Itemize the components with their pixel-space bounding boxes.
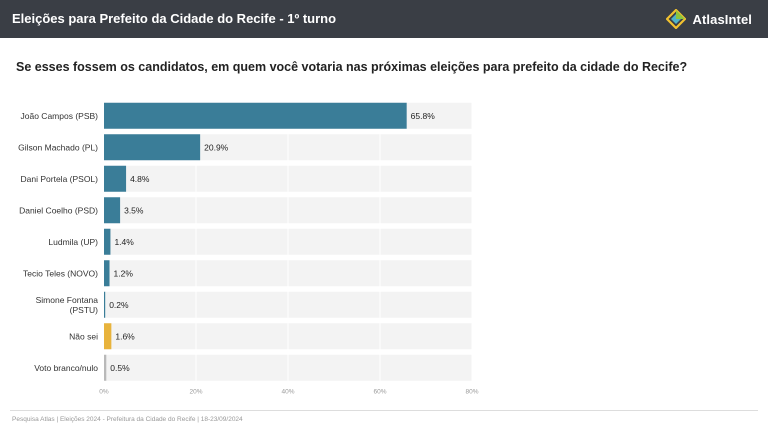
- footer-source: Pesquisa Atlas | Eleições 2024 - Prefeit…: [12, 416, 243, 423]
- value-label: 20.9%: [204, 142, 229, 152]
- bar: [104, 228, 111, 255]
- category-label: Não sei: [69, 331, 98, 341]
- bar: [104, 354, 107, 381]
- bar: [104, 323, 112, 350]
- category-label: Voto branco/nulo: [34, 363, 98, 373]
- bar: [104, 291, 106, 318]
- category-label: Ludmila (UP): [48, 237, 98, 247]
- value-label: 1.2%: [114, 268, 134, 278]
- bar: [104, 260, 110, 287]
- value-label: 1.4%: [114, 237, 134, 247]
- header-bar: Eleições para Prefeito da Cidade do Reci…: [0, 0, 768, 38]
- value-label: 1.6%: [115, 331, 135, 341]
- x-tick-label: 60%: [373, 389, 386, 396]
- x-tick-label: 80%: [465, 389, 478, 396]
- category-label: Dani Portela (PSOL): [21, 174, 99, 184]
- atlasintel-logo-icon: [666, 9, 687, 29]
- value-label: 3.5%: [124, 205, 144, 215]
- bar: [104, 102, 407, 129]
- value-label: 65.8%: [411, 111, 436, 121]
- survey-question: Se esses fossem os candidatos, em quem v…: [16, 60, 688, 74]
- brand-name: AtlasIntel: [692, 11, 752, 27]
- x-tick-label: 0%: [99, 389, 109, 396]
- value-label: 0.5%: [110, 363, 130, 373]
- bar-chart: João Campos (PSB) Gilson Machado (PL) Dani…: [18, 100, 479, 396]
- category-label: Daniel Coelho (PSD): [19, 205, 98, 215]
- brand: AtlasIntel: [666, 8, 752, 30]
- page-title: Eleições para Prefeito da Cidade do Reci…: [12, 11, 337, 26]
- bar: [104, 134, 201, 161]
- x-tick-label: 20%: [189, 389, 202, 396]
- category-label: Tecio Teles (NOVO): [23, 268, 98, 278]
- bar: [104, 165, 127, 192]
- category-label: João Campos (PSB): [21, 111, 99, 121]
- category-label: Gilson Machado (PL): [18, 142, 98, 152]
- category-label: Simone Fontana (PSTU): [36, 295, 99, 315]
- footer-divider: [10, 410, 758, 411]
- value-label: 4.8%: [130, 174, 150, 184]
- bar: [104, 197, 121, 224]
- value-label: 0.2%: [109, 300, 129, 310]
- x-tick-label: 40%: [281, 389, 294, 396]
